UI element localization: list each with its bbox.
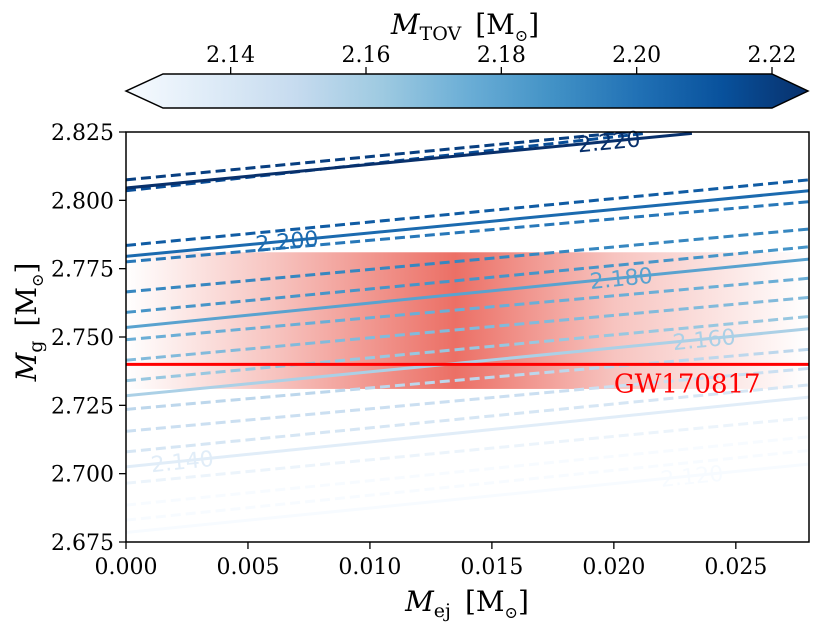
- colorbar-tick-label: 2.22: [748, 43, 797, 68]
- contour-line-2.170: [126, 295, 809, 362]
- contour-line-2.220: [126, 132, 693, 190]
- contour-line-2.140: [126, 395, 809, 469]
- contour-line-2.190: [126, 227, 809, 294]
- y-tick-label: 2.675: [51, 531, 114, 556]
- colorbar-label: MTOV [M⊙]: [390, 8, 539, 45]
- colorbar-bar: [124, 73, 810, 109]
- svg-text:2.160: 2.160: [672, 325, 737, 356]
- contour-line-2.165: [126, 315, 809, 383]
- contour-line-2.135: [126, 416, 809, 485]
- colorbar: MTOV [M⊙] 2.14 2.16 2.18 2.20 2.22: [124, 8, 810, 109]
- contour-label: 2.220: [577, 127, 642, 158]
- contour-line-2.215: [126, 132, 644, 182]
- svg-text:2.180: 2.180: [589, 264, 654, 295]
- svg-text:2.120: 2.120: [659, 462, 724, 493]
- contour-line-2.160: [126, 327, 809, 398]
- x-axis-ticks: 0.000 0.005 0.010 0.015 0.020 0.025: [95, 542, 767, 580]
- x-tick-label: 0.025: [704, 555, 767, 580]
- colorbar-tick-label: 2.16: [342, 43, 391, 68]
- contour-line-2.145: [126, 383, 809, 454]
- y-tick-label: 2.725: [51, 394, 114, 419]
- contour-line-2.195: [126, 200, 809, 264]
- contour-line-2.125: [126, 448, 809, 522]
- contour-lines: [126, 132, 809, 534]
- contour-label: 2.180: [589, 264, 654, 295]
- contour-label: 2.200: [255, 227, 320, 258]
- x-tick-label: 0.015: [460, 555, 523, 580]
- colorbar-tick-label: 2.18: [477, 43, 526, 68]
- colorbar-tick-label: 2.14: [206, 43, 255, 68]
- x-axis-label: Mej [M⊙]: [404, 585, 529, 622]
- gw170817-probability-band: [126, 252, 809, 389]
- contour-line-2.205: [126, 178, 809, 247]
- contour-line-2.130: [126, 435, 809, 507]
- colorbar-ticks: 2.14 2.16 2.18 2.20 2.22: [206, 43, 796, 74]
- x-tick-label: 0.010: [338, 555, 401, 580]
- contour-line-2.155: [126, 347, 809, 411]
- y-axis-ticks: 2.675 2.700 2.725 2.750 2.775 2.800 2.825: [51, 121, 126, 556]
- y-axis-label: Mg[M⊙]: [10, 263, 47, 383]
- contour-label: 2.160: [672, 325, 737, 356]
- y-tick-label: 2.750: [51, 326, 114, 351]
- svg-text:2.200: 2.200: [255, 227, 320, 258]
- colorbar-tick-label: 2.20: [612, 43, 661, 68]
- y-tick-label: 2.825: [51, 121, 114, 146]
- contour-line-2.150: [126, 366, 809, 433]
- contour-line-2.175: [126, 276, 809, 342]
- y-tick-label: 2.800: [51, 189, 114, 214]
- x-tick-label: 0.005: [216, 555, 279, 580]
- gw170817-label: GW170817: [614, 369, 761, 399]
- contour-line-2.180: [126, 257, 809, 329]
- y-tick-label: 2.775: [51, 258, 114, 283]
- x-tick-label: 0.020: [582, 555, 645, 580]
- contour-label: 2.120: [659, 462, 724, 493]
- contour-line-2.185: [126, 245, 809, 314]
- x-tick-label: 0.000: [95, 555, 158, 580]
- contour-line-2.200: [126, 189, 809, 258]
- svg-text:2.140: 2.140: [150, 447, 215, 478]
- y-tick-label: 2.700: [51, 463, 114, 488]
- contour-line-2.120: [126, 462, 809, 534]
